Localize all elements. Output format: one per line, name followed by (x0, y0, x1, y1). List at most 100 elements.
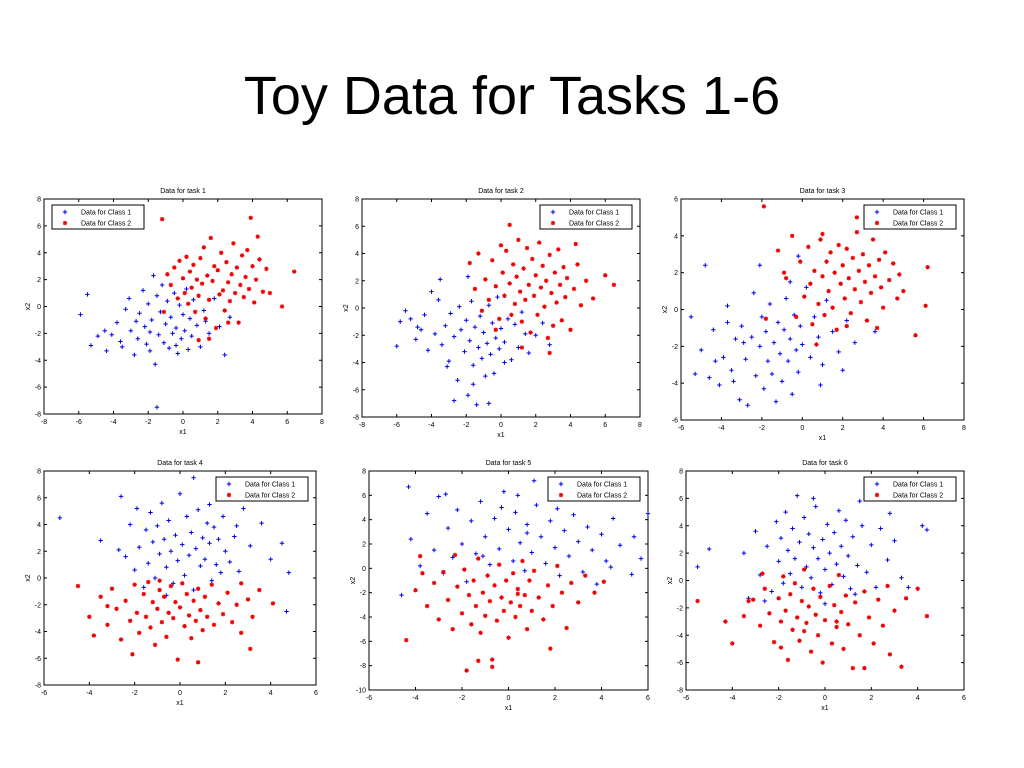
data-point-class-2 (215, 268, 220, 273)
legend-label-class-1: Data for Class 1 (577, 482, 627, 489)
data-point-class-1 (731, 379, 736, 384)
data-point-class-1 (425, 348, 431, 353)
data-point-class-2 (842, 296, 847, 301)
data-point-class-2 (524, 245, 530, 251)
data-point-class-1 (132, 352, 137, 358)
data-point-class-1 (878, 526, 883, 531)
data-point-class-1 (171, 581, 176, 586)
data-point-class-1 (779, 379, 785, 384)
data-point-class-1 (186, 347, 191, 352)
data-point-class-2 (815, 633, 821, 638)
x-tick-label: 0 (499, 422, 503, 429)
data-point-class-2 (858, 299, 864, 305)
data-point-class-2 (431, 580, 437, 586)
data-point-class-2 (799, 598, 805, 604)
data-point-class-1 (804, 285, 809, 290)
data-point-class-2 (802, 294, 807, 299)
data-point-class-2 (186, 613, 192, 618)
data-point-class-1 (502, 339, 507, 345)
data-point-class-2 (864, 318, 870, 323)
data-point-class-1 (471, 382, 476, 387)
data-point-class-1 (195, 507, 201, 512)
data-point-class-2 (490, 664, 495, 670)
data-point-class-2 (529, 608, 534, 614)
series-class-1 (695, 493, 930, 606)
data-point-class-2 (196, 293, 201, 298)
data-point-class-2 (510, 571, 516, 576)
data-point-class-1 (95, 333, 101, 339)
x-tick-label: -4 (428, 422, 434, 429)
data-point-class-1 (444, 364, 450, 369)
data-point-class-2 (526, 282, 531, 288)
data-point-class-1 (522, 568, 527, 573)
data-point-class-1 (483, 373, 488, 379)
data-point-class-2 (519, 319, 525, 324)
data-point-class-1 (209, 578, 214, 583)
data-point-class-2 (130, 652, 135, 657)
data-point-class-2 (535, 312, 540, 318)
data-point-class-2 (234, 602, 239, 607)
data-point-class-1 (506, 527, 511, 532)
data-point-class-1 (751, 290, 756, 296)
data-point-class-1 (486, 401, 492, 406)
data-point-class-2 (196, 337, 201, 343)
data-point-class-1 (763, 329, 769, 334)
data-point-class-2 (503, 578, 509, 583)
data-point-class-1 (408, 536, 414, 542)
data-point-class-1 (499, 505, 504, 510)
data-point-class-2 (901, 288, 906, 294)
data-point-class-2 (785, 657, 791, 663)
data-point-class-1 (465, 274, 471, 279)
data-point-class-1 (118, 339, 123, 344)
data-point-class-2 (816, 301, 821, 307)
data-point-class-2 (480, 590, 486, 595)
series-class-1 (57, 475, 291, 614)
data-point-class-2 (792, 581, 798, 586)
data-point-class-1 (767, 301, 773, 307)
series-class-2 (695, 567, 930, 671)
data-point-class-1 (480, 553, 486, 559)
data-point-class-1 (211, 524, 217, 530)
data-point-class-1 (146, 561, 151, 566)
data-point-class-1 (443, 323, 448, 328)
data-point-class-2 (512, 301, 518, 307)
data-point-class-2 (141, 591, 146, 597)
data-point-class-2 (462, 567, 467, 572)
data-point-class-2 (245, 597, 251, 602)
data-point-class-1 (753, 373, 758, 378)
y-tick-label: -2 (35, 602, 41, 609)
data-point-class-1 (109, 332, 114, 337)
data-point-class-2 (225, 280, 231, 285)
data-point-class-1 (198, 344, 203, 350)
x-tick-label: 6 (922, 425, 926, 432)
data-point-class-2 (834, 624, 839, 630)
legend-box (51, 204, 145, 230)
data-point-class-1 (827, 550, 832, 556)
data-point-class-2 (555, 563, 560, 569)
data-point-class-1 (608, 564, 613, 570)
data-point-class-2 (862, 665, 867, 671)
legend-marker-class-1 (62, 209, 68, 215)
data-point-class-2 (248, 646, 253, 652)
data-point-class-2 (494, 618, 500, 623)
data-point-class-1 (495, 294, 500, 300)
data-point-class-2 (189, 285, 194, 290)
data-point-class-2 (123, 598, 128, 603)
data-point-class-2 (820, 231, 825, 237)
data-point-class-1 (473, 551, 479, 556)
data-point-class-2 (550, 323, 556, 328)
data-point-class-1 (451, 334, 457, 339)
data-point-class-1 (154, 293, 160, 298)
data-point-class-1 (406, 484, 411, 490)
data-point-class-1 (153, 362, 158, 367)
data-point-class-1 (437, 277, 443, 282)
data-point-class-1 (123, 554, 128, 559)
data-point-class-2 (148, 625, 153, 630)
data-point-class-1 (155, 523, 160, 529)
data-point-class-2 (479, 308, 485, 313)
data-point-class-2 (487, 598, 493, 604)
data-point-class-1 (813, 504, 818, 509)
data-point-class-2 (550, 603, 555, 609)
data-point-class-1 (217, 324, 222, 329)
